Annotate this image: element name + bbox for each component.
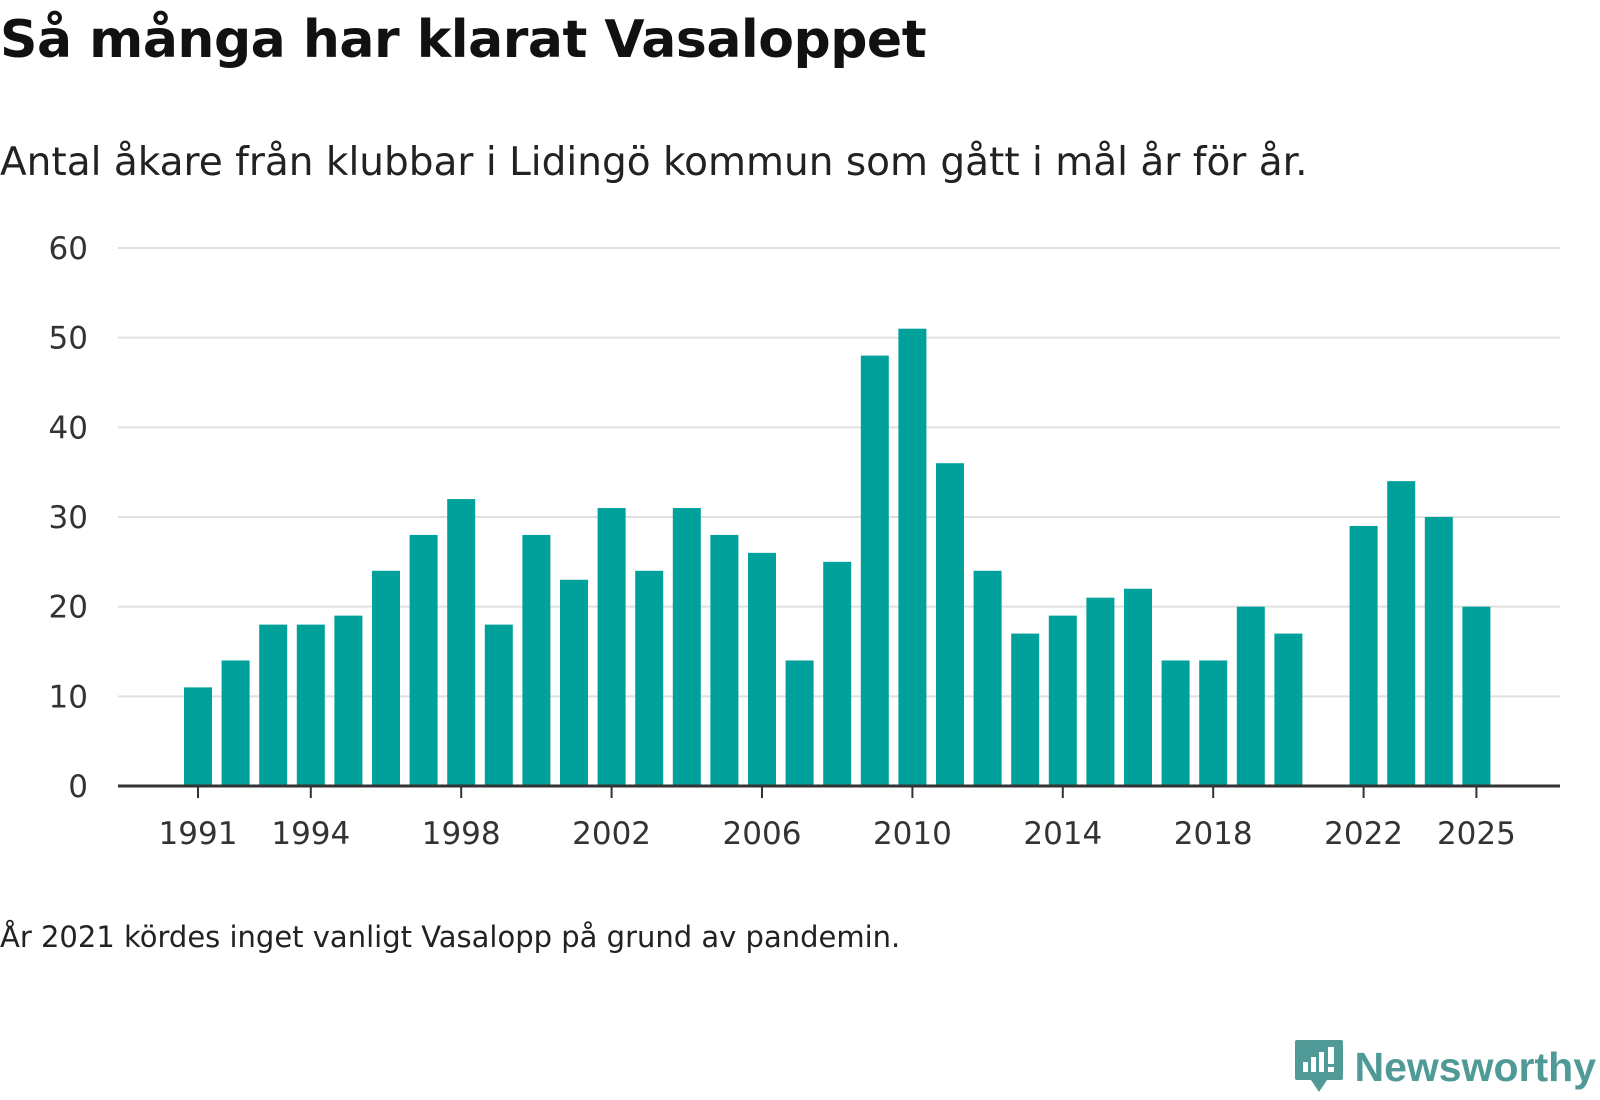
bar-2001 [560,579,588,786]
bars [184,328,1491,786]
bar-2010 [898,328,927,786]
chart-subtitle: Antal åkare från klubbar i Lidingö kommu… [0,140,1308,185]
bar-2002 [597,508,626,786]
bar-1993 [259,624,288,786]
x-tick-label: 1994 [271,816,350,852]
y-tick-label: 40 [49,410,88,446]
chart-title: Så många har klarat Vasaloppet [0,10,927,70]
bar-1997 [409,534,438,786]
axes: 0 10 20 30 40 50 60 1991 1994 1998 2002 2006 2010 201… [49,231,1560,852]
x-tick-label: 2010 [873,816,952,852]
bar-2016 [1124,588,1152,786]
bar-2000 [522,534,551,786]
bar-1999 [484,624,513,786]
x-tick-label: 1991 [159,816,238,852]
bar-2004 [672,508,701,786]
bar-2025 [1462,606,1491,786]
bar-2008 [823,561,852,786]
bar-2023 [1387,481,1416,786]
bar-2022 [1349,525,1378,786]
x-tick-label: 2014 [1023,816,1102,852]
bar-2007 [785,660,814,786]
x-tick-label: 2006 [723,816,802,852]
x-tick-label: 2022 [1324,816,1403,852]
y-tick-label: 10 [49,679,88,715]
brand-name: Newsworthy [1354,1043,1597,1090]
bar-2018 [1199,660,1228,786]
bar-2019 [1236,606,1265,786]
bar-1996 [372,570,400,786]
bar-2003 [635,570,664,786]
y-tick-label: 20 [49,590,88,626]
y-tick-label: 30 [49,500,88,536]
x-tick-label: 2018 [1174,816,1253,852]
bar-2020 [1274,633,1303,786]
bar-2006 [748,552,776,786]
bar-2012 [973,570,1002,786]
bar-2005 [710,534,739,786]
x-tick-label: 2025 [1437,816,1516,852]
bar-2011 [936,463,964,786]
footnote: År 2021 kördes inget vanligt Vasalopp på… [0,920,901,954]
y-tick-label: 50 [49,321,88,357]
x-tick-label: 1998 [422,816,501,852]
bar-2014 [1048,615,1077,786]
bar-2009 [860,355,889,786]
y-tick-label: 60 [49,231,88,267]
bar-chart: 0 10 20 30 40 50 60 1991 1994 1998 2002 2006 2010 201… [49,231,1560,852]
bar-2024 [1424,517,1453,786]
bar-2013 [1011,633,1040,786]
bar-1995 [334,615,363,786]
bar-2015 [1086,597,1115,786]
x-tick-label: 2002 [572,816,651,852]
y-tick-label: 0 [68,769,88,805]
bar-1994 [296,624,325,786]
newsworthy-logo-icon [1294,1040,1343,1092]
brand: Newsworthy [1293,1038,1597,1096]
bar-1998 [447,499,476,786]
bar-1992 [221,660,250,786]
bar-1991 [184,687,212,786]
bar-2017 [1161,660,1190,786]
